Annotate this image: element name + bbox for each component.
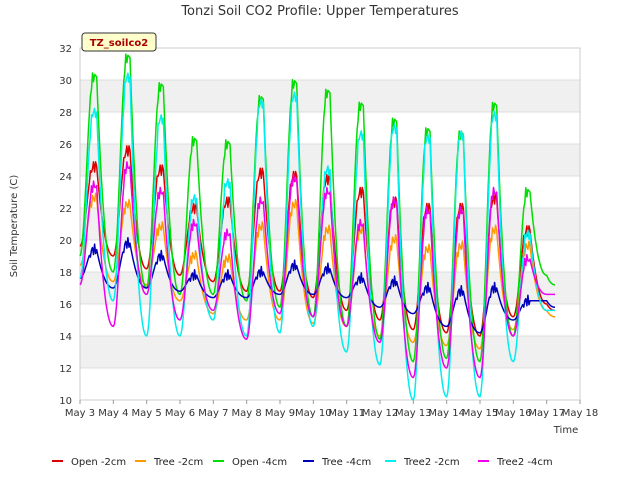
station-badge-box xyxy=(81,32,157,52)
x-tick-label: May 18 xyxy=(562,408,599,419)
station-badge: TZ_soilco2 xyxy=(81,32,157,52)
y-tick-label: 22 xyxy=(59,204,72,215)
x-tick-label: May 4 xyxy=(98,408,128,419)
x-tick-label: May 12 xyxy=(362,408,399,419)
y-tick-label: 26 xyxy=(59,140,72,151)
series-line-open-4cm xyxy=(79,53,556,363)
x-tick-label: May 5 xyxy=(132,408,162,419)
x-tick-label: May 14 xyxy=(428,408,465,419)
x-tick-label: May 10 xyxy=(295,408,332,419)
grid-band xyxy=(80,304,580,336)
legend: Open -2cm Tree -2cm Open -4cm Tree -4cm Tree… xyxy=(52,457,553,468)
y-tick-label: 30 xyxy=(59,76,72,87)
x-tick-label: May 11 xyxy=(328,408,365,419)
x-axis: May 3 May 4 May 5 May 6 May 7 May 8 May 9 May 1… xyxy=(65,400,598,419)
grid-band xyxy=(80,48,580,80)
y-tick-label: 10 xyxy=(59,396,72,407)
legend-label: Open -4cm xyxy=(232,457,287,468)
grid-band xyxy=(80,368,580,400)
series-line-tree2-4cm xyxy=(79,161,556,379)
x-tick-label: May 15 xyxy=(462,408,499,419)
x-tick-label: May 9 xyxy=(265,408,295,419)
y-tick-label: 18 xyxy=(59,268,72,279)
y-axis-title: Soil Temperature (C) xyxy=(9,175,20,278)
x-tick-label: May 8 xyxy=(232,408,262,419)
x-tick-label: May 16 xyxy=(495,408,532,419)
y-tick-label: 24 xyxy=(59,172,72,183)
plot-frame xyxy=(79,47,581,401)
y-tick-label: 20 xyxy=(59,236,72,247)
series-line-tree-4cm xyxy=(79,236,556,334)
y-axis: 10 12 14 16 18 20 22 24 26 28 30 32 xyxy=(59,44,72,407)
y-tick-label: 12 xyxy=(59,364,72,375)
x-tick-label: May 13 xyxy=(395,408,432,419)
chart-title: Tonzi Soil CO2 Profile: Upper Temperatur… xyxy=(180,4,459,19)
legend-label: Tree -2cm xyxy=(153,457,203,468)
legend-label: Open -2cm xyxy=(71,457,126,468)
y-tick-label: 28 xyxy=(59,108,72,119)
y-tick-label: 14 xyxy=(59,332,72,343)
x-tick-label: May 17 xyxy=(528,408,565,419)
x-tick-label: May 3 xyxy=(65,408,95,419)
legend-label: Tree2 -4cm xyxy=(496,457,553,468)
x-tick-label: May 6 xyxy=(165,408,195,419)
grid-band xyxy=(80,336,580,368)
series-lines xyxy=(79,53,556,401)
x-tick-label: May 7 xyxy=(198,408,228,419)
y-tick-label: 16 xyxy=(59,300,72,311)
station-badge-label: TZ_soilco2 xyxy=(90,38,149,49)
x-axis-title: Time xyxy=(553,425,578,436)
legend-label: Tree2 -2cm xyxy=(403,457,460,468)
y-tick-label: 32 xyxy=(59,44,72,55)
legend-label: Tree -4cm xyxy=(321,457,371,468)
